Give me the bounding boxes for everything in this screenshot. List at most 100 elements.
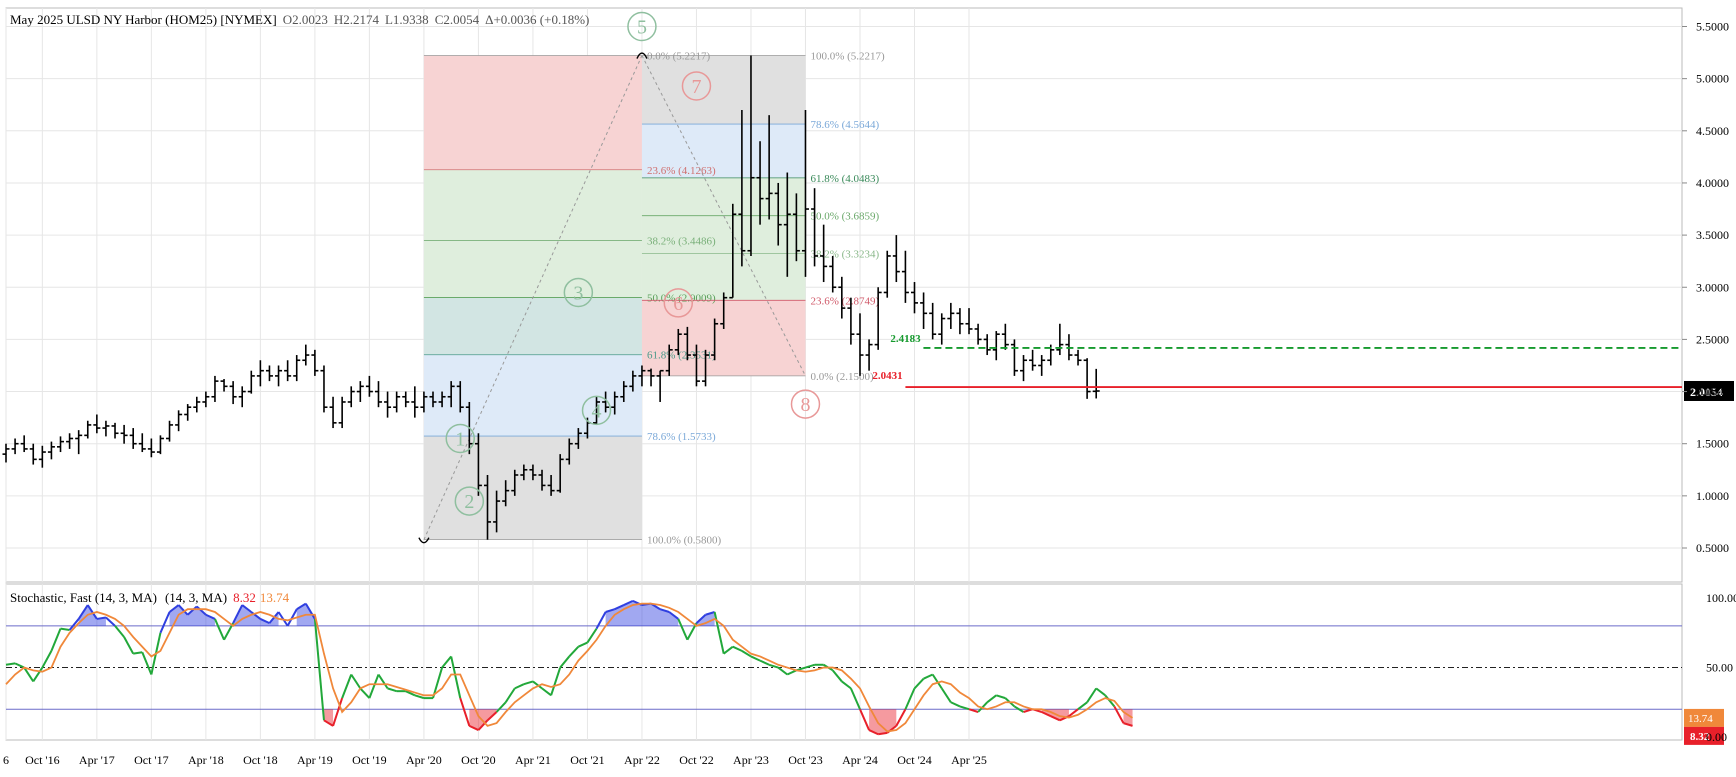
ohlc-bar — [211, 375, 219, 402]
stoch-k-segment — [405, 690, 416, 697]
ohlc-bar — [193, 396, 201, 413]
ohlc-bar — [1083, 358, 1091, 399]
stoch-k-segment — [368, 674, 380, 699]
fib-level-label: 0.0% (2.1500) — [810, 371, 874, 383]
svg-text:7: 7 — [691, 76, 701, 98]
ohlc-bar — [411, 386, 419, 418]
ohlc-bar — [565, 438, 573, 465]
stoch-header: Stochastic, Fast (14, 3, MA) (14, 3, MA) 8… — [10, 590, 290, 605]
stoch-k-segment — [605, 608, 615, 613]
stoch-k-segment — [849, 687, 861, 710]
stoch-k-segment — [1104, 694, 1116, 708]
stoch-k-segment — [895, 708, 907, 727]
stoch-k-segment — [68, 618, 80, 631]
stoch-k-segment — [741, 650, 752, 658]
ohlc-bar — [184, 404, 192, 421]
stoch-k-segment — [313, 618, 325, 721]
stoch-k-segment — [768, 663, 779, 669]
stoch-k-segment — [214, 618, 225, 641]
stoch-k-segment — [41, 650, 53, 669]
time-tick-label: Apr '21 — [515, 753, 551, 767]
stoch-k-segment — [86, 604, 98, 620]
stoch-k-segment — [495, 701, 507, 713]
ohlc-bar — [738, 109, 746, 267]
stoch-k-segment — [841, 680, 852, 690]
stoch-k-segment — [732, 645, 743, 652]
svg-text:1: 1 — [455, 428, 465, 450]
ohlc-bar — [865, 339, 873, 371]
ohlc-bar — [956, 308, 964, 335]
oversold-fill — [469, 709, 497, 731]
ohlc-bar — [329, 396, 337, 429]
stoch-k-segment — [1013, 705, 1025, 713]
ohlc-bar — [801, 109, 809, 277]
wave-label: 2 — [454, 486, 485, 516]
price-tick-label: 4.5000 — [1696, 124, 1729, 138]
stoch-k-segment — [414, 694, 425, 700]
ohlc-bar — [293, 355, 301, 382]
fib-level-label: 23.6% (4.1263) — [647, 165, 716, 177]
time-tick-label: Apr '24 — [842, 753, 878, 767]
stoch-k-segment — [923, 673, 934, 680]
ohlc-bar — [974, 323, 982, 345]
fib-trend-line — [423, 55, 643, 540]
stoch-k-segment — [805, 663, 815, 669]
stoch-k-segment — [550, 667, 562, 696]
ohlc-bar — [774, 182, 782, 246]
stoch-k-segment — [250, 611, 261, 620]
wave-label: 5 — [627, 11, 657, 42]
fib-level-label: 38.2% (3.4486) — [647, 235, 716, 247]
ohlc-bar — [547, 474, 555, 496]
time-tick-label: Apr '17 — [79, 753, 115, 767]
ohlc-bar — [647, 368, 655, 387]
ohlc-bar — [892, 235, 900, 283]
pivot-high-marker — [636, 52, 648, 59]
price-tick-label: 3.5000 — [1696, 228, 1729, 242]
stoch-k-segment — [486, 711, 498, 722]
price-tick-label: 5.5000 — [1696, 20, 1729, 34]
ohlc-bar — [938, 313, 946, 345]
ohlc-bar — [1001, 323, 1009, 350]
stoch-k-segment — [559, 655, 571, 669]
stoch-k-segment — [986, 694, 997, 704]
stoch-k-segment — [777, 666, 788, 676]
stoch-k-segment — [123, 636, 135, 655]
ohlc-bar — [284, 360, 292, 382]
ohlc-bar — [38, 445, 46, 468]
ohlc-bar — [93, 414, 101, 434]
stoch-k-segment — [523, 680, 534, 686]
ohlc-bar — [2, 443, 10, 463]
stoch-k-segment — [1068, 708, 1079, 717]
stoch-k-segment — [14, 662, 25, 669]
ohlc-bar — [856, 313, 864, 376]
overbought-fill — [169, 605, 215, 626]
stoch-k-segment — [950, 701, 961, 708]
price-tick-label: 2.0000 — [1696, 385, 1729, 399]
ohlc-bar — [129, 428, 137, 449]
stoch-k-segment — [23, 667, 35, 682]
stoch-k-segment — [332, 697, 344, 727]
stoch-k-segment — [286, 608, 298, 627]
ohlc-bar — [202, 391, 210, 408]
wave-label: 7 — [681, 71, 712, 101]
stoch-k-segment — [859, 708, 870, 731]
stoch-k-tag-label: 8.32 — [1690, 731, 1710, 743]
stoch-k-segment — [159, 611, 171, 634]
fib-level-label: 61.8% (4.0483) — [810, 173, 879, 185]
ohlc-bar — [66, 433, 74, 449]
stoch-k-segment — [913, 677, 925, 690]
ohlc-bar — [502, 480, 510, 507]
ohlc-bar — [138, 433, 146, 453]
last-price-tag — [1684, 380, 1734, 401]
ohlc-bar — [811, 188, 819, 267]
header-instrument: May 2025 ULSD NY Harbor (HOM25) [NYMEX] O… — [10, 12, 589, 27]
ohlc-bar — [320, 365, 328, 413]
time-tick-label: Apr '23 — [733, 753, 769, 767]
stoch-k-segment — [668, 611, 679, 620]
ohlc-bar — [1074, 349, 1082, 366]
ohlc-bar — [75, 430, 83, 455]
stoch-k-segment — [532, 680, 543, 690]
ohlc-bar — [438, 391, 446, 408]
ohlc-bar — [356, 381, 364, 402]
stoch-k-segment — [1095, 687, 1106, 697]
